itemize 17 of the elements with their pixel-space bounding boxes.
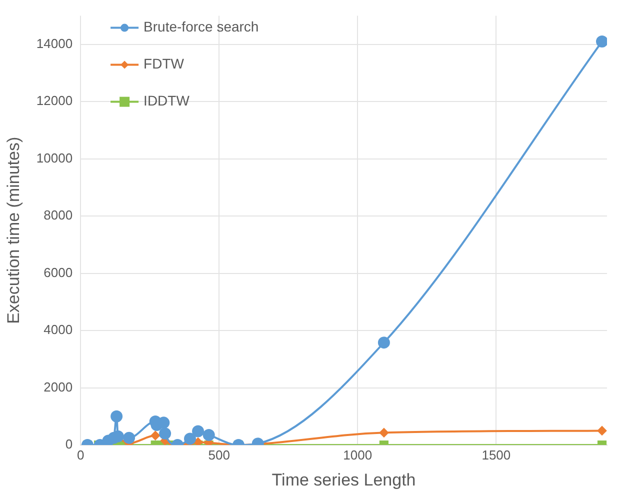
y-tick-label: 6000: [44, 264, 73, 280]
legend-label: IDDTW: [144, 92, 190, 109]
x-axis-title: Time series Length: [272, 470, 416, 490]
y-tick-label: 0: [65, 436, 73, 452]
y-tick-label: 2000: [44, 379, 73, 394]
y-tick-label: 14000: [36, 36, 73, 51]
x-tick-label: 500: [208, 447, 230, 462]
legend-label: FDTW: [144, 56, 185, 72]
x-tick-label: 1500: [482, 447, 511, 462]
legend-label: Brute-force search: [144, 18, 259, 35]
x-tick-label: 1000: [343, 447, 372, 462]
y-tick-label: 12000: [36, 93, 73, 108]
x-tick-label: 0: [76, 447, 84, 462]
y-tick-label: 10000: [36, 150, 73, 166]
y-tick-label: 4000: [44, 322, 73, 338]
y-tick-label: 8000: [44, 208, 73, 223]
y-axis-title: Execution time (minutes): [4, 136, 23, 324]
